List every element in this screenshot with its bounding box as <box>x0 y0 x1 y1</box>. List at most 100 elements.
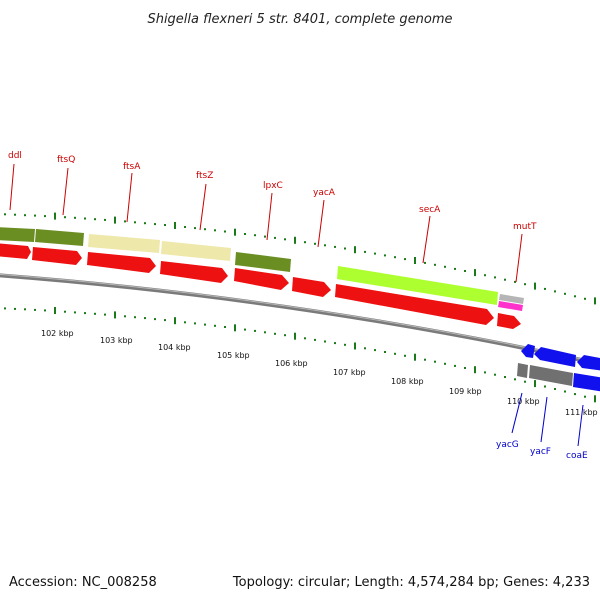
minor-tick <box>154 318 156 321</box>
cds-arrow-ddl <box>0 243 31 259</box>
feature-bar-lpxC <box>235 252 291 272</box>
minor-tick <box>524 380 526 383</box>
minor-tick <box>274 332 276 335</box>
minor-tick <box>314 338 316 341</box>
scale-label: 110 kbp <box>507 397 540 406</box>
minor-tick <box>544 385 546 388</box>
minor-tick <box>484 274 486 277</box>
minor-tick <box>184 226 186 228</box>
minor-tick <box>304 241 306 244</box>
minor-tick <box>14 307 16 310</box>
minor-tick <box>244 328 246 331</box>
major-tick <box>174 317 176 325</box>
minor-tick <box>554 290 556 293</box>
gene-leader-line <box>540 396 548 443</box>
scale-label: 107 kbp <box>333 368 366 377</box>
minor-tick <box>264 235 266 238</box>
minor-tick <box>574 393 576 396</box>
minor-tick <box>84 217 86 220</box>
minor-tick <box>154 223 156 226</box>
genome-backbone-highlight <box>0 273 600 364</box>
minor-tick <box>584 395 586 398</box>
major-tick <box>54 212 56 220</box>
major-tick <box>414 353 416 361</box>
minor-tick <box>164 224 166 226</box>
minor-tick <box>464 367 466 369</box>
cds-arrow-secA <box>335 284 494 325</box>
minor-tick <box>494 276 496 279</box>
minor-tick <box>14 213 16 216</box>
minor-tick <box>194 227 196 230</box>
gene-label-mutT: mutT <box>513 222 537 232</box>
minor-tick <box>104 313 106 316</box>
cds-arrow-ftsZ <box>160 261 228 283</box>
accession-label: Accession: NC_008258 <box>9 575 157 590</box>
minor-tick <box>264 331 266 334</box>
minor-tick <box>374 349 376 352</box>
major-tick <box>594 297 596 305</box>
minor-tick <box>434 263 436 266</box>
major-tick <box>294 236 296 244</box>
minor-tick <box>384 351 386 353</box>
minor-tick <box>204 323 206 326</box>
upper-tick-track <box>4 212 596 305</box>
gene-leader-line <box>515 233 523 283</box>
gene-leader-line <box>62 167 69 216</box>
minor-tick <box>64 310 66 313</box>
gene-leader-line <box>126 172 133 223</box>
minor-tick <box>144 317 146 320</box>
minor-tick <box>574 295 576 298</box>
minor-tick <box>444 265 446 268</box>
minor-tick <box>284 238 286 241</box>
minor-tick <box>84 312 86 315</box>
minor-tick <box>4 307 6 310</box>
major-tick <box>534 380 536 388</box>
scale-label: 109 kbp <box>449 387 482 396</box>
minor-tick <box>444 362 446 365</box>
minor-tick <box>344 343 346 346</box>
minor-tick <box>504 278 506 281</box>
feature-bar-mutT-magenta <box>498 301 523 311</box>
minor-tick <box>124 315 126 318</box>
cds-arrow-yacG <box>521 344 535 358</box>
minor-tick <box>514 280 516 283</box>
minor-tick <box>134 316 136 319</box>
minor-tick <box>334 342 336 345</box>
minor-tick <box>224 326 226 328</box>
scale-labels: 102 kbp 103 kbp 104 kbp 105 kbp 106 kbp … <box>41 329 598 417</box>
gene-label-ftsQ: ftsQ <box>57 155 75 165</box>
major-tick <box>114 311 116 319</box>
feature-bar-secA <box>337 266 498 305</box>
minor-tick <box>504 376 506 378</box>
scale-label: 108 kbp <box>391 377 424 386</box>
gene-leader-line <box>199 183 207 231</box>
major-tick <box>294 332 296 340</box>
gene-leader-line <box>9 163 15 211</box>
minor-tick <box>424 358 426 361</box>
gene-label-yacG: yacG <box>496 440 519 450</box>
cds-arrow-yacF <box>534 347 576 367</box>
cds-arrow-lpxC <box>234 268 289 290</box>
cds-arrow-coaE <box>577 355 600 371</box>
lower-tick-track <box>4 307 596 403</box>
minor-tick <box>164 319 166 322</box>
cds-arrow-ftsQ <box>32 247 82 265</box>
minor-tick <box>64 216 66 219</box>
feature-bar-ftsZ <box>161 241 231 261</box>
minor-tick <box>484 371 486 374</box>
topology-label: Topology: circular; Length: 4,574,284 bp… <box>232 575 590 590</box>
minor-tick <box>254 329 256 332</box>
minor-tick <box>34 214 36 217</box>
minor-tick <box>284 334 286 337</box>
minor-tick <box>344 247 346 250</box>
minor-tick <box>584 297 586 300</box>
minor-tick <box>494 373 496 376</box>
gene-label-ftsA: ftsA <box>123 162 141 172</box>
minor-tick <box>404 258 406 261</box>
minor-tick <box>314 242 316 245</box>
gene-label-ftsZ: ftsZ <box>196 171 213 181</box>
scale-label: 103 kbp <box>100 336 133 345</box>
minor-tick <box>24 308 26 311</box>
minor-tick <box>364 250 366 253</box>
